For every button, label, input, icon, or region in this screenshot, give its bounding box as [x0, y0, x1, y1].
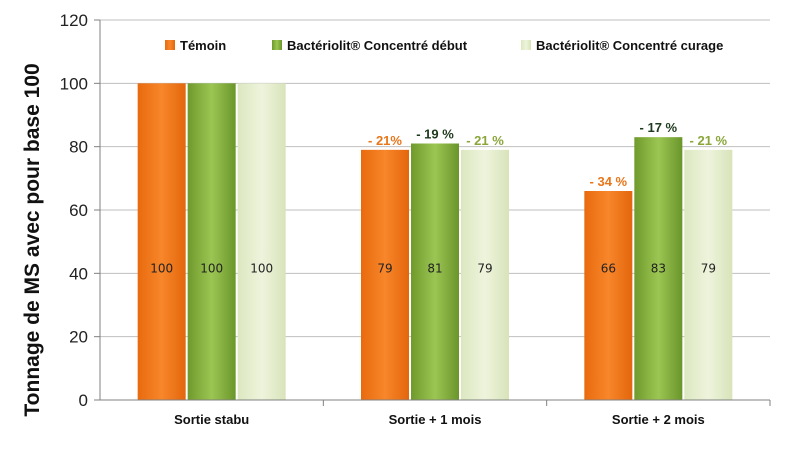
bar-percent-label: - 34 %	[590, 174, 628, 189]
bar-value-label: 79	[701, 261, 716, 275]
bar-value-label: 100	[250, 261, 273, 275]
legend: Témoin Bactériolit® Concentré début Bactér…	[165, 38, 723, 53]
bar-percent-label: - 21%	[368, 133, 402, 148]
y-tick-label: 20	[69, 328, 88, 347]
bar	[634, 137, 683, 400]
bar	[411, 143, 459, 400]
legend-label: Bactériolit® Concentré curage	[536, 38, 723, 53]
x-tick-label: Sortie + 2 mois	[612, 412, 705, 427]
legend-label: Témoin	[180, 38, 226, 53]
bar	[137, 83, 186, 400]
bar-percent-label: - 21 %	[466, 133, 504, 148]
bar	[584, 191, 633, 400]
x-tick-label: Sortie + 1 mois	[389, 412, 482, 427]
bar-value-label: 79	[477, 261, 492, 275]
y-tick-label: 60	[69, 201, 88, 220]
bar-value-label: 66	[601, 261, 616, 275]
y-tick-label: 0	[79, 391, 88, 410]
y-tick-label: 100	[60, 74, 88, 93]
bar	[187, 83, 236, 400]
legend-label: Bactériolit® Concentré début	[287, 38, 468, 53]
data-labels: 100 100 100 79 - 21% 81 - 19 % 79 - 21 % 66 - 34 %…	[150, 120, 727, 275]
bar-value-label: 79	[377, 261, 392, 275]
bar-value-label: 81	[427, 261, 442, 275]
y-tick-label: 120	[60, 11, 88, 30]
bar	[237, 83, 286, 400]
bar	[684, 149, 733, 400]
bar-percent-label: - 17 %	[640, 120, 678, 135]
legend-swatch	[521, 40, 531, 50]
x-tick-label: Sortie stabu	[174, 412, 249, 427]
bar-value-label: 100	[200, 261, 223, 275]
bar-value-label: 100	[150, 261, 173, 275]
y-tick-label: 40	[69, 264, 88, 283]
legend-swatch	[272, 40, 282, 50]
y-axis-label: Tonnage de MS avec pour base 100	[21, 63, 44, 416]
bar-percent-label: - 21 %	[690, 133, 728, 148]
legend-swatch	[165, 40, 175, 50]
bar-value-label: 83	[651, 261, 666, 275]
bar-percent-label: - 19 %	[416, 127, 454, 142]
bars	[137, 83, 733, 400]
y-tick-label: 80	[69, 138, 88, 157]
bar	[461, 149, 509, 400]
axes: 0 20 40 60 80 100 120 Sortie stabu Sortie + 1 mo…	[60, 11, 771, 427]
bar	[361, 149, 409, 400]
